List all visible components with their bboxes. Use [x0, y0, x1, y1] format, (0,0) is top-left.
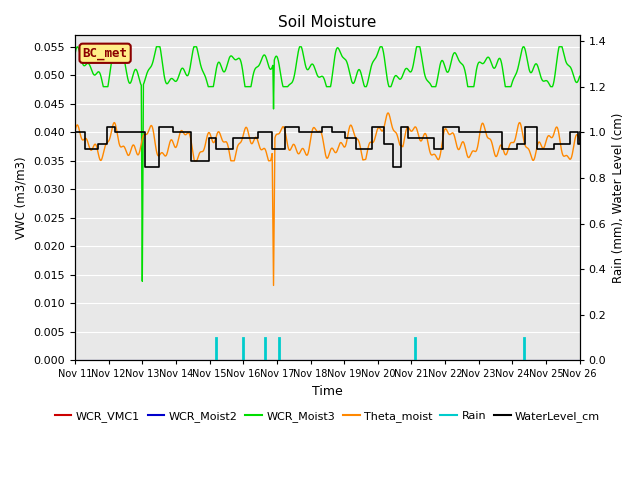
Title: Soil Moisture: Soil Moisture: [278, 15, 376, 30]
Y-axis label: Rain (mm), Water Level (cm): Rain (mm), Water Level (cm): [612, 113, 625, 283]
Y-axis label: VWC (m3/m3): VWC (m3/m3): [15, 156, 28, 239]
Text: BC_met: BC_met: [83, 47, 127, 60]
X-axis label: Time: Time: [312, 385, 343, 398]
Legend: WCR_VMC1, WCR_Moist2, WCR_Moist3, Theta_moist, Rain, WaterLevel_cm: WCR_VMC1, WCR_Moist2, WCR_Moist3, Theta_…: [50, 407, 605, 426]
